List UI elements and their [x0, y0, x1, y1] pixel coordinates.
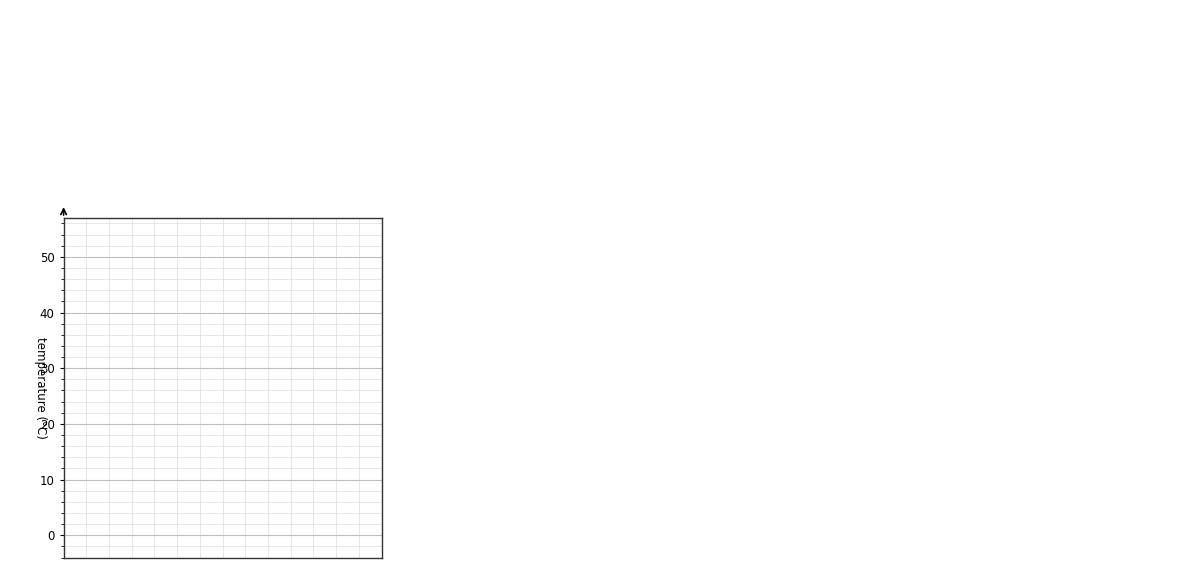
Y-axis label: temperature (°C): temperature (°C): [34, 337, 47, 439]
